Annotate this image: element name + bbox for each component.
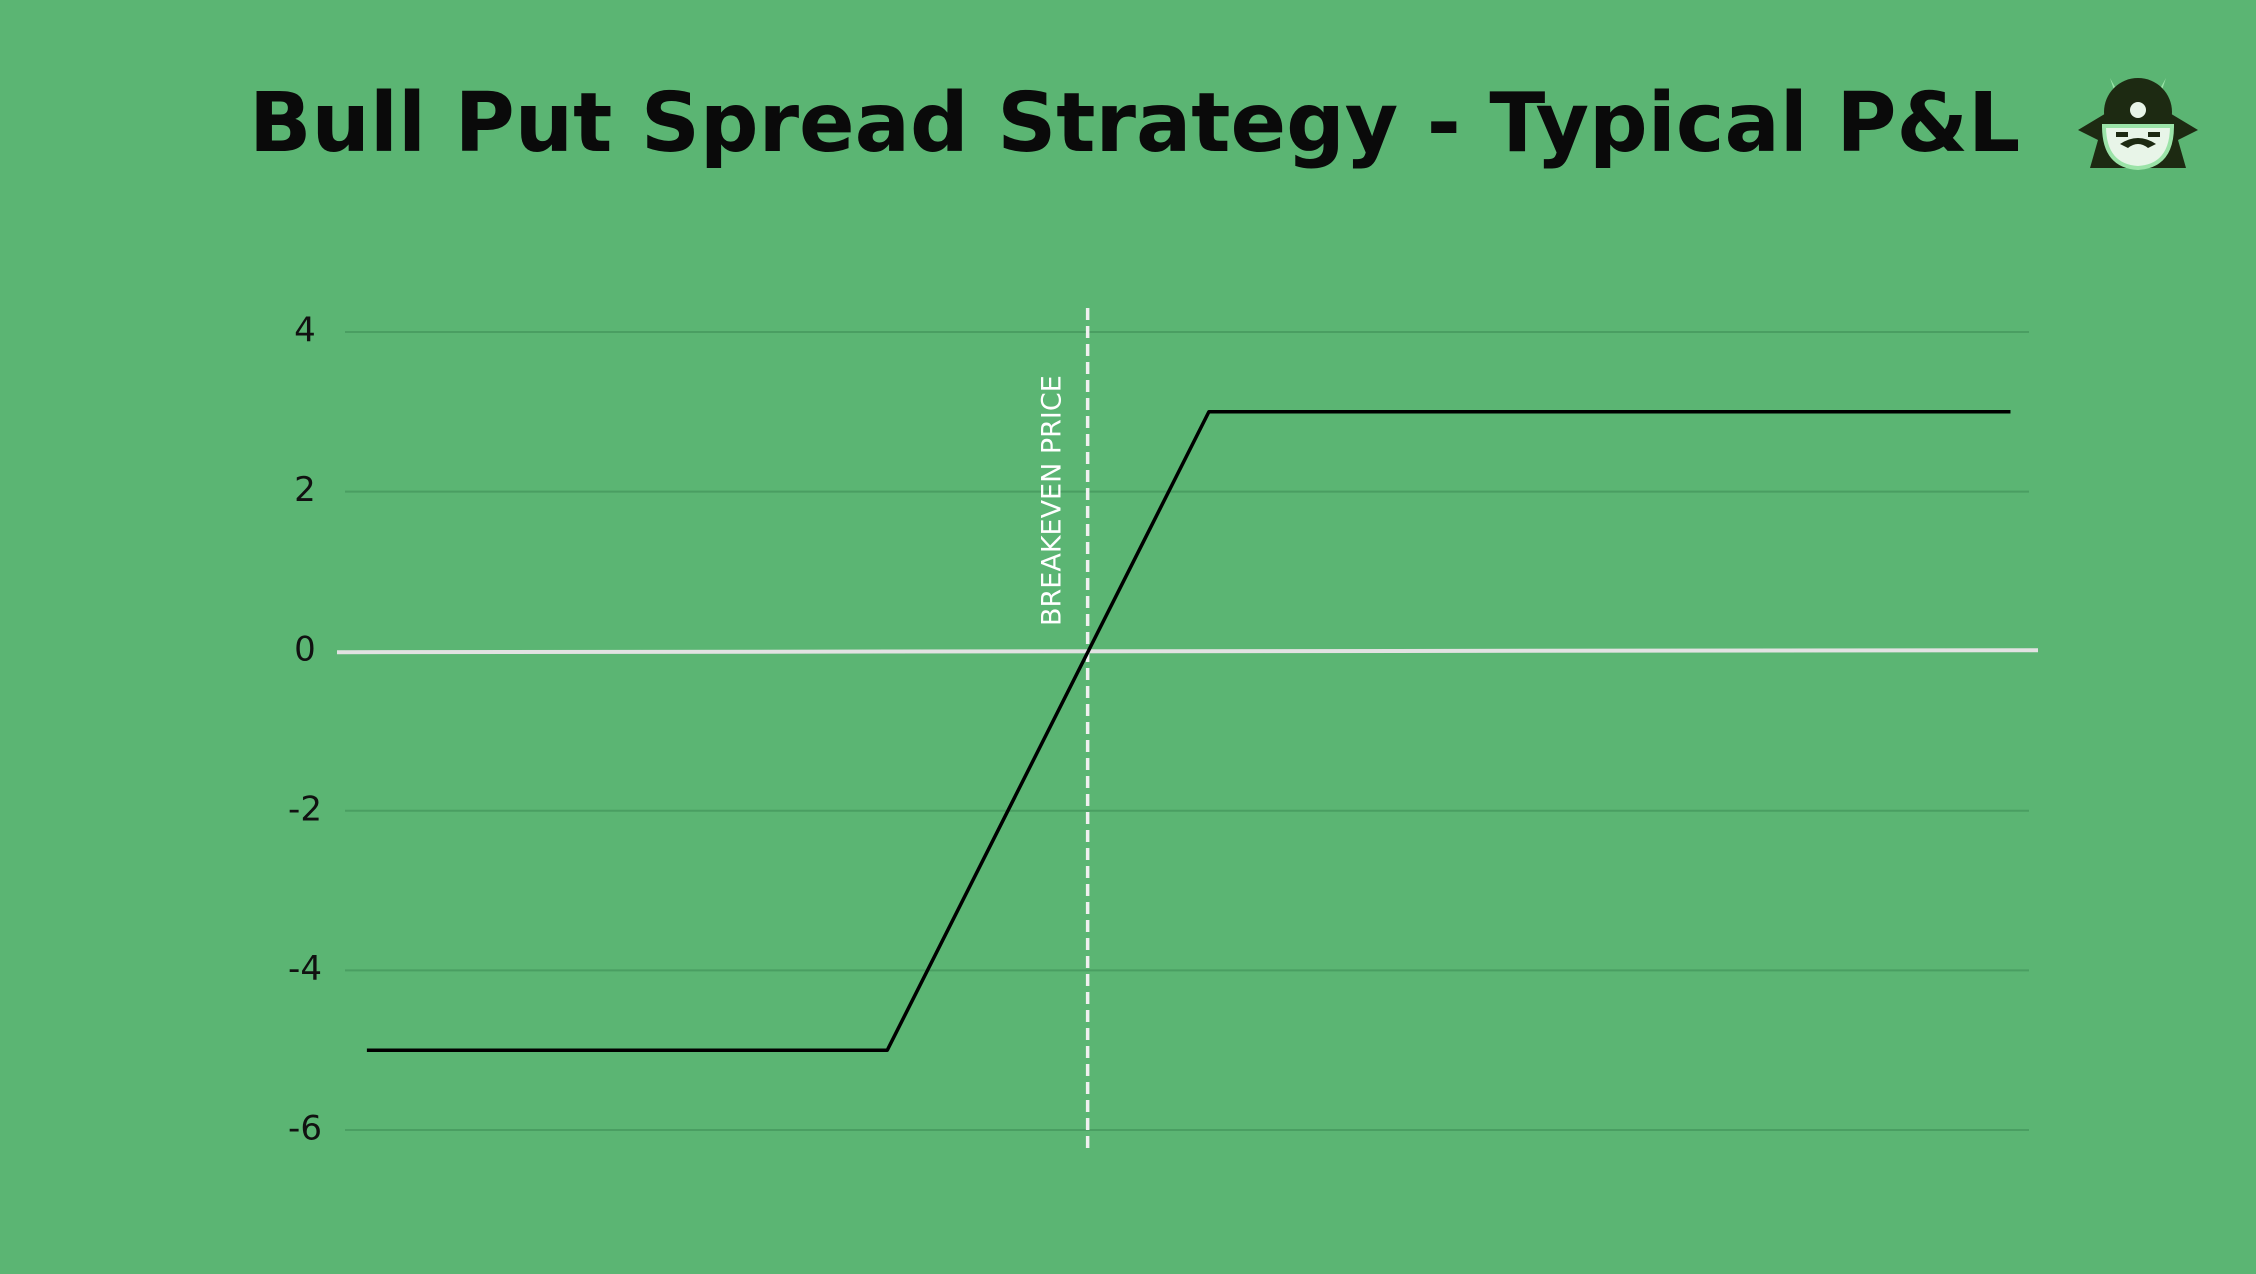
annotation-label: BREAKEVEN PRICE	[1037, 375, 1068, 626]
y-tick-label: -2	[288, 789, 322, 829]
y-tick-label: 2	[294, 470, 316, 510]
y-tick-label: -4	[288, 949, 322, 989]
y-tick-label: -6	[288, 1109, 322, 1149]
pnl-line	[366, 410, 2011, 1052]
y-tick-label: 4	[294, 310, 316, 350]
y-tick-label: 0	[294, 630, 316, 670]
logo	[2078, 78, 2198, 171]
zero-line	[336, 648, 2039, 655]
chart-title: Bull Put Spread Strategy - Typical P&L	[249, 76, 2020, 171]
